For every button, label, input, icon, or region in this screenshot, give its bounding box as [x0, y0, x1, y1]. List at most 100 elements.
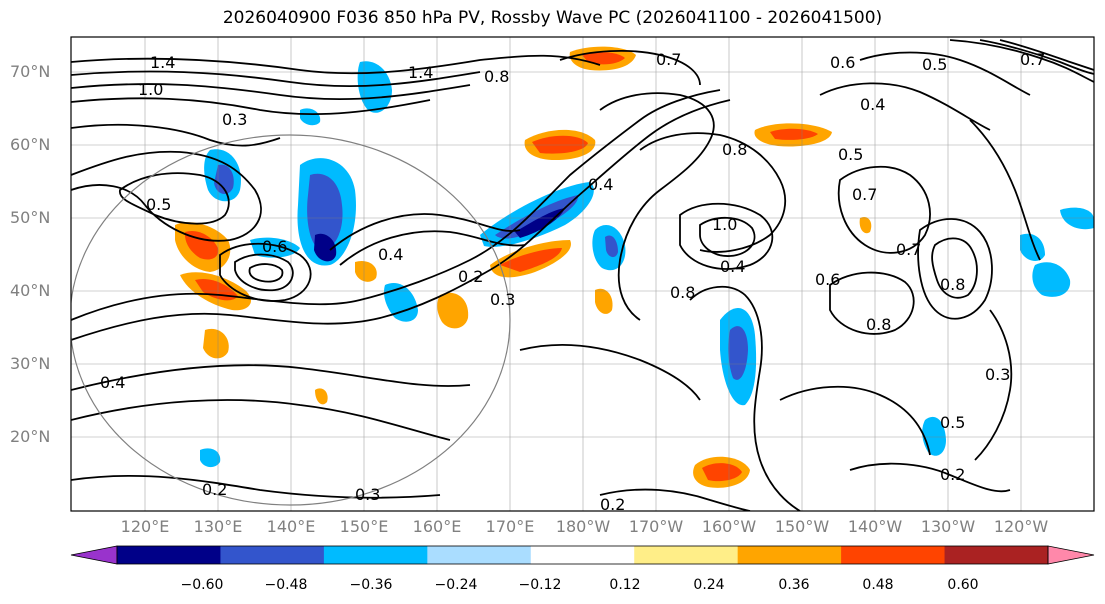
neg-anomaly [384, 282, 418, 322]
lon-label: 160°E [412, 517, 462, 536]
colorbar-swatch [841, 546, 946, 564]
contour-label: 0.6 [830, 53, 855, 72]
lat-label-70n: 70°N [10, 62, 51, 81]
colorbar-extend-low [70, 545, 118, 565]
colorbar-tick-label: 0.48 [862, 577, 894, 593]
neg-anomaly [200, 448, 221, 468]
lat-label-30n: 30°N [10, 354, 51, 373]
contour-label: 1.4 [408, 63, 433, 82]
contour-label: 0.3 [985, 365, 1010, 384]
contour-label: 0.8 [670, 283, 695, 302]
neg-anomaly [1020, 233, 1045, 262]
lon-label: 130°W [920, 517, 976, 536]
colorbar-swatch [220, 546, 325, 564]
lon-label: 170°E [485, 517, 535, 536]
lon-label: 120°W [993, 517, 1049, 536]
contour-label: 0.5 [922, 55, 947, 74]
neg-anomaly [250, 237, 300, 258]
colorbar-swatch [323, 546, 428, 564]
colorbar [70, 545, 1095, 565]
contour-label: 0.3 [355, 485, 380, 504]
contour-label: 0.4 [860, 95, 885, 114]
colorbar-tick-label: 0.24 [693, 577, 725, 593]
contour-label: 0.6 [262, 237, 287, 256]
reference-circle [71, 134, 511, 506]
contour-label: 1.4 [150, 53, 175, 72]
colorbar-tick-label: −0.36 [349, 577, 393, 593]
pos-anomaly [437, 292, 469, 329]
pos-anomaly [595, 288, 613, 314]
contour-label: 0.4 [378, 245, 403, 264]
contour-label: 0.7 [656, 50, 681, 69]
colorbar-swatch [427, 546, 532, 564]
colorbar-swatch [530, 546, 635, 564]
contour-label: 0.2 [940, 465, 965, 484]
neg-anomaly [515, 208, 565, 238]
contour-label: 0.3 [222, 110, 247, 129]
pos-anomaly [702, 463, 742, 482]
contour-label: 1.0 [712, 215, 737, 234]
contour-label: 0.5 [146, 195, 171, 214]
contour-label: 0.3 [490, 290, 515, 309]
colorbar-swatch [944, 546, 1049, 564]
neg-anomaly [605, 235, 618, 258]
contour-label: 0.7 [852, 185, 877, 204]
colorbar-tick-label: −0.60 [180, 577, 224, 593]
map-title: 2026040900 F036 850 hPa PV, Rossby Wave … [222, 8, 883, 28]
neg-anomaly [307, 173, 343, 250]
contour-layer [71, 39, 1094, 511]
lon-label: 140°E [266, 517, 316, 536]
lon-label: 160°W [701, 517, 757, 536]
neg-anomaly [357, 61, 392, 113]
neg-anomaly [214, 164, 234, 195]
pos-anomaly [859, 216, 872, 234]
contour-label: 0.8 [940, 275, 965, 294]
colorbar-swatch [117, 546, 221, 564]
neg-anomaly [728, 326, 748, 380]
pos-anomaly [355, 260, 377, 282]
neg-anomaly [300, 108, 321, 126]
contour-label: 0.7 [1020, 50, 1045, 69]
lat-label-60n: 60°N [10, 135, 51, 154]
lon-label: 130°E [193, 517, 243, 536]
contour-label: 0.6 [815, 270, 840, 289]
pos-anomaly [770, 128, 818, 140]
colorbar-tick-label: −0.12 [518, 577, 562, 593]
colorbar-extend-high [1047, 545, 1095, 565]
pos-anomaly [582, 52, 625, 65]
pos-anomaly [500, 248, 562, 272]
contour-label: 0.5 [940, 413, 965, 432]
map-frame [70, 36, 1095, 512]
colorbar-swatch [737, 546, 842, 564]
lat-label-40n: 40°N [10, 281, 51, 300]
pos-anomaly [532, 135, 588, 154]
colorbar-tick-label: 0.60 [947, 577, 979, 593]
colorbar-tick-label: −0.24 [434, 577, 478, 593]
colorbar-tick-label: 0.36 [778, 577, 810, 593]
contour-labels: 1.4 1.0 0.3 0.5 0.6 0.7 0.8 0.4 0.2 0.3 … [100, 50, 1045, 514]
colorbar-frame [116, 545, 1049, 565]
contour-label: 0.8 [484, 67, 509, 86]
pos-anomaly [184, 230, 219, 260]
contour-label: 0.4 [720, 257, 745, 276]
colorbar-swatch [634, 546, 739, 564]
lon-label: 150°W [774, 517, 830, 536]
contour-label: 0.8 [866, 315, 891, 334]
neg-anomaly [1060, 207, 1094, 230]
contour-label: 0.5 [838, 145, 863, 164]
contour-label: 1.0 [138, 80, 163, 99]
contour-label: 0.7 [896, 240, 921, 259]
lon-label: 140°W [847, 517, 903, 536]
contour-label: 0.4 [100, 373, 125, 392]
colorbar-tick-label: 0.12 [609, 577, 641, 593]
pos-anomaly [203, 328, 229, 359]
lon-label: 180°W [555, 517, 611, 536]
lon-label: 150°E [339, 517, 389, 536]
contour-label: 0.8 [722, 140, 747, 159]
neg-anomaly [314, 233, 337, 262]
colorbar-tick-label: −0.48 [264, 577, 308, 593]
lat-label-20n: 20°N [10, 427, 51, 446]
lon-label: 120°E [120, 517, 170, 536]
lat-label-50n: 50°N [10, 208, 51, 227]
